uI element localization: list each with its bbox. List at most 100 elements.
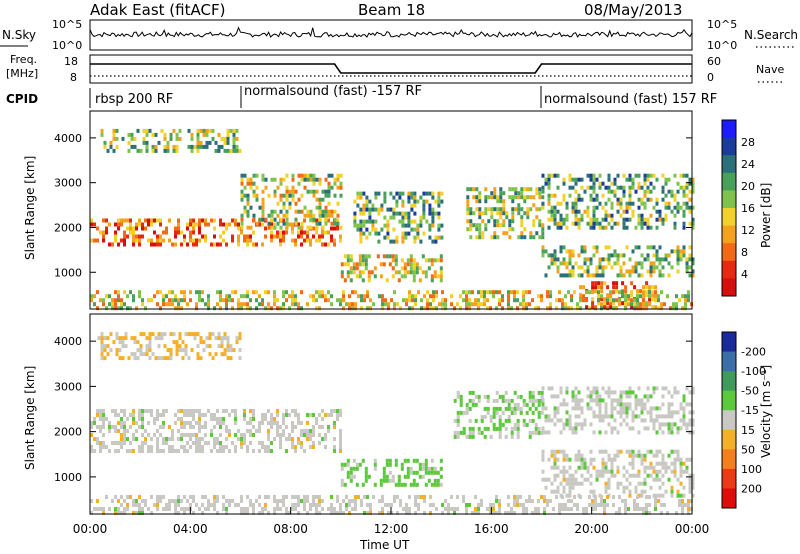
heatmap-cell xyxy=(574,209,578,214)
heatmap-cell xyxy=(327,185,331,190)
heatmap-cell xyxy=(493,235,497,240)
colorbar-frame xyxy=(721,331,737,509)
heatmap-cell xyxy=(339,298,342,303)
heatmap-cell xyxy=(204,238,207,243)
heatmap-cell xyxy=(210,417,213,421)
heatmap-cell xyxy=(577,481,581,486)
heatmap-cell xyxy=(604,257,608,262)
x-axis-label: Time UT xyxy=(359,538,410,552)
heatmap-cell xyxy=(676,269,680,274)
heatmap-cell xyxy=(112,340,116,345)
heatmap-cell xyxy=(570,306,573,311)
heatmap-cell xyxy=(501,394,505,399)
heatmap-cell xyxy=(228,429,231,433)
heatmap-cell xyxy=(180,230,183,235)
heatmap-cell xyxy=(213,226,216,231)
heatmap-cell xyxy=(612,495,615,499)
heatmap-cell xyxy=(651,305,655,310)
heatmap-cell xyxy=(408,511,411,515)
heatmap-cell xyxy=(183,433,186,437)
heatmap-cell xyxy=(276,221,280,226)
heatmap-cell xyxy=(495,410,499,415)
heatmap-cell xyxy=(456,410,460,415)
heatmap-cell xyxy=(324,189,328,194)
heatmap-cell xyxy=(633,302,636,307)
heatmap-cell xyxy=(409,270,413,275)
heatmap-cell xyxy=(622,209,626,214)
heatmap-cell xyxy=(129,290,132,295)
heatmap-cell xyxy=(495,511,498,515)
heatmap-cell xyxy=(541,201,545,206)
heatmap-cell xyxy=(359,223,363,228)
heatmap-cell xyxy=(279,499,282,503)
heatmap-cell xyxy=(431,223,435,228)
heatmap-cell xyxy=(489,511,492,515)
heatmap-cell xyxy=(276,413,279,417)
heatmap-cell xyxy=(282,417,285,421)
heatmap-cell xyxy=(634,225,638,230)
heatmap-cell xyxy=(414,499,417,503)
heatmap-cell xyxy=(121,356,125,361)
heatmap-cell xyxy=(303,173,307,178)
heatmap-cell xyxy=(658,257,662,262)
heatmap-cell xyxy=(592,398,596,403)
heatmap-cell xyxy=(553,410,557,415)
heatmap-cell xyxy=(225,499,228,503)
heatmap-cell xyxy=(330,413,333,417)
heatmap-cell xyxy=(579,495,582,499)
heatmap-cell xyxy=(352,270,356,275)
heatmap-cell xyxy=(234,218,237,223)
heatmap-cell xyxy=(264,185,268,190)
heatmap-cell xyxy=(592,390,596,395)
heatmap-cell xyxy=(249,417,252,421)
heatmap-cell xyxy=(405,298,408,303)
heatmap-cell xyxy=(595,473,599,478)
heatmap-cell xyxy=(408,298,411,303)
heatmap-cell xyxy=(576,302,579,307)
heatmap-cell xyxy=(306,177,310,182)
heatmap-cell xyxy=(607,422,611,427)
heatmap-cell xyxy=(297,197,301,202)
heatmap-cell xyxy=(528,495,531,499)
heatmap-cell xyxy=(502,211,506,216)
heatmap-cell xyxy=(495,398,499,403)
heatmap-cell xyxy=(196,140,200,145)
heatmap-cell xyxy=(550,394,554,399)
heatmap-cell xyxy=(192,409,195,413)
heatmap-cell xyxy=(612,290,615,295)
heatmap-cell xyxy=(562,217,566,222)
heatmap-cell xyxy=(456,418,460,423)
heatmap-cell xyxy=(507,402,511,407)
heatmap-cell xyxy=(403,474,407,479)
nave-label: Nave xyxy=(756,63,784,76)
heatmap-cell xyxy=(613,398,617,403)
heatmap-cell xyxy=(141,302,144,307)
heatmap-cell xyxy=(327,290,330,295)
heatmap-cell xyxy=(377,231,381,236)
heatmap-cell xyxy=(387,503,390,507)
heatmap-cell xyxy=(621,499,624,503)
heatmap-cell xyxy=(123,290,126,295)
heatmap-cell xyxy=(507,302,510,307)
heatmap-cell xyxy=(667,390,671,395)
colorbar-tick-label: 12 xyxy=(741,224,755,237)
heatmap-cell xyxy=(166,144,170,149)
heatmap-cell xyxy=(553,461,557,466)
heatmap-cell xyxy=(543,499,546,503)
heatmap-cell xyxy=(196,132,200,137)
heatmap-cell xyxy=(120,437,123,441)
heatmap-cell xyxy=(667,426,671,431)
heatmap-cell xyxy=(226,340,230,345)
heatmap-cell xyxy=(428,191,432,196)
heatmap-cell xyxy=(181,340,185,345)
heatmap-cell xyxy=(498,290,501,295)
heatmap-cell xyxy=(214,336,218,341)
heatmap-cell xyxy=(291,441,294,445)
heatmap-cell xyxy=(634,414,638,419)
heatmap-cell xyxy=(324,413,327,417)
heatmap-cell xyxy=(658,406,662,411)
heatmap-cell xyxy=(190,348,194,353)
heatmap-cell xyxy=(507,406,511,411)
heatmap-cell xyxy=(180,306,183,311)
heatmap-cell xyxy=(444,298,447,303)
